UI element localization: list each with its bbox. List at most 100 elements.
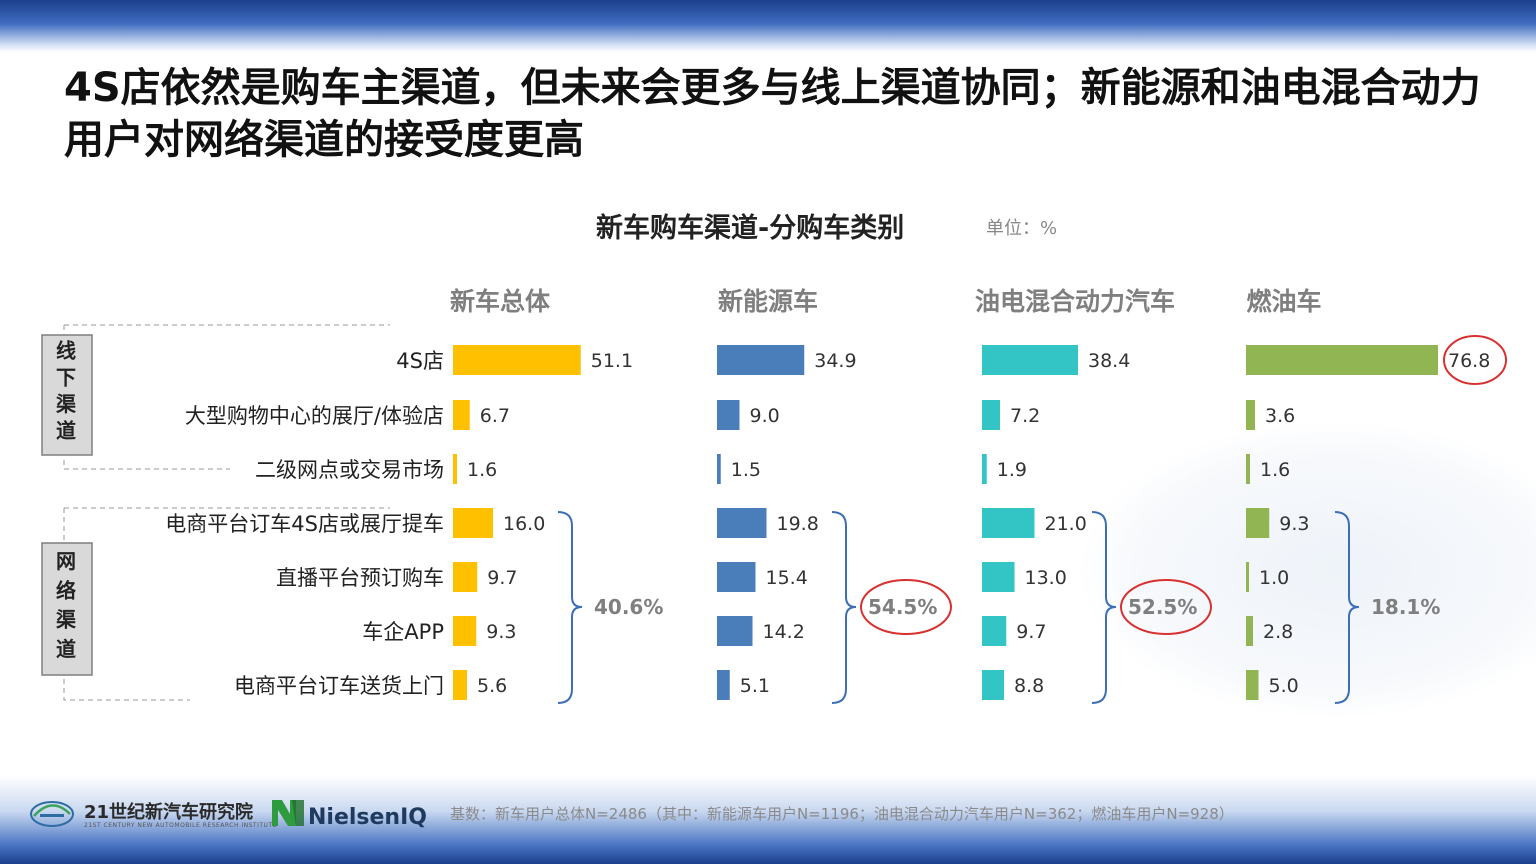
bar xyxy=(717,616,753,646)
data-label: 19.8 xyxy=(777,513,819,535)
logo2-name: NielsenIQ xyxy=(308,805,427,830)
highlight-circle xyxy=(1443,335,1507,385)
bar xyxy=(982,616,1007,646)
bar xyxy=(453,616,477,646)
bar xyxy=(717,508,767,538)
category-label: 二级网点或交易市场 xyxy=(255,458,444,482)
group-label-char: 道 xyxy=(56,637,76,661)
data-label: 1.9 xyxy=(997,459,1027,481)
group-label-box xyxy=(41,334,93,456)
group-label-char: 渠 xyxy=(56,392,77,416)
data-label: 9.3 xyxy=(486,621,516,643)
category-label: 4S店 xyxy=(396,349,444,373)
footnote: 基数：新车用户总体N=2486（其中：新能源车用户N=1196；油电混合动力汽车… xyxy=(450,805,1234,823)
data-label: 1.5 xyxy=(731,459,761,481)
bar xyxy=(717,400,740,430)
logo1-subtitle: 21ST CENTURY NEW AUTOMOBILE RESEARCH INS… xyxy=(84,822,277,829)
data-label: 14.2 xyxy=(763,621,805,643)
data-label: 5.0 xyxy=(1269,675,1299,697)
highlight-circle xyxy=(860,579,952,635)
bar xyxy=(982,400,1000,430)
data-label: 13.0 xyxy=(1025,567,1067,589)
bottom-banner xyxy=(0,776,1536,864)
series-header: 新车总体 xyxy=(450,287,551,316)
bar xyxy=(1246,616,1253,646)
online-bracket xyxy=(831,511,857,704)
online-bracket xyxy=(1334,511,1360,704)
bar xyxy=(982,345,1078,375)
series-header: 燃油车 xyxy=(1246,287,1321,316)
bar xyxy=(453,400,470,430)
bar xyxy=(717,670,730,700)
online-total: 40.6% xyxy=(594,595,663,619)
online-total: 54.5% xyxy=(868,595,937,619)
nielseniq-logo-icon xyxy=(272,800,304,826)
group-label-char: 道 xyxy=(56,419,76,443)
data-label: 9.0 xyxy=(750,405,780,427)
highlight-circle xyxy=(1120,579,1212,635)
data-label: 7.2 xyxy=(1010,405,1040,427)
online-total: 18.1% xyxy=(1371,595,1440,619)
data-label: 15.4 xyxy=(766,567,808,589)
data-label: 21.0 xyxy=(1045,513,1087,535)
unit-label: 单位：% xyxy=(986,218,1058,239)
group-label-char: 渠 xyxy=(56,608,77,632)
group-label-char: 下 xyxy=(56,365,76,389)
bar xyxy=(982,670,1004,700)
data-label: 1.6 xyxy=(467,459,497,481)
data-label: 6.7 xyxy=(480,405,510,427)
bar xyxy=(717,454,721,484)
bar xyxy=(1246,400,1255,430)
bar xyxy=(982,454,987,484)
data-label: 8.8 xyxy=(1014,675,1044,697)
bar xyxy=(453,508,493,538)
data-label: 2.8 xyxy=(1263,621,1293,643)
group-label-char: 络 xyxy=(56,578,76,602)
bar xyxy=(1246,454,1250,484)
online-bracket xyxy=(1091,511,1117,704)
online-total: 52.5% xyxy=(1128,595,1197,619)
bar xyxy=(1246,562,1249,592)
data-label: 76.8 xyxy=(1448,350,1490,372)
data-label: 9.7 xyxy=(1016,621,1046,643)
bar xyxy=(1246,670,1259,700)
bar xyxy=(717,345,805,375)
online-bracket xyxy=(557,511,583,704)
data-label: 9.7 xyxy=(487,567,517,589)
bar xyxy=(717,562,756,592)
series-header: 油电混合动力汽车 xyxy=(975,287,1175,316)
series-header: 新能源车 xyxy=(718,287,818,316)
chart-title: 新车购车渠道-分购车类别 xyxy=(596,213,905,244)
data-label: 9.3 xyxy=(1279,513,1309,535)
category-label: 直播平台预订购车 xyxy=(276,566,444,590)
bar xyxy=(982,562,1015,592)
bar xyxy=(453,454,457,484)
data-label: 51.1 xyxy=(591,350,633,372)
data-label: 5.6 xyxy=(477,675,507,697)
bar xyxy=(982,508,1035,538)
category-label: 车企APP xyxy=(362,620,444,644)
data-label: 3.6 xyxy=(1265,405,1295,427)
data-label: 5.1 xyxy=(740,675,770,697)
group-label-char: 线 xyxy=(56,339,76,363)
data-label: 38.4 xyxy=(1088,350,1130,372)
slide-title: 4S店依然是购车主渠道，但未来会更多与线上渠道协同；新能源和油电混合动力用户对网… xyxy=(64,65,1481,163)
group-label-box xyxy=(41,542,93,676)
group-label-char: 网 xyxy=(56,549,76,573)
bar xyxy=(1246,345,1438,375)
category-label: 大型购物中心的展厅/体验店 xyxy=(185,404,444,428)
bar xyxy=(1246,508,1270,538)
data-label: 34.9 xyxy=(814,350,856,372)
category-label: 电商平台订车4S店或展厅提车 xyxy=(165,512,444,536)
top-banner xyxy=(0,0,1536,52)
logo1-name: 21世纪新汽车研究院 xyxy=(84,802,254,823)
data-label: 1.0 xyxy=(1259,567,1289,589)
research-institute-logo-icon xyxy=(30,801,74,827)
car-watermark xyxy=(1076,420,1536,720)
bar xyxy=(453,345,581,375)
data-label: 1.6 xyxy=(1260,459,1290,481)
category-label: 电商平台订车送货上门 xyxy=(234,674,444,698)
data-label: 16.0 xyxy=(503,513,545,535)
bar xyxy=(453,670,467,700)
